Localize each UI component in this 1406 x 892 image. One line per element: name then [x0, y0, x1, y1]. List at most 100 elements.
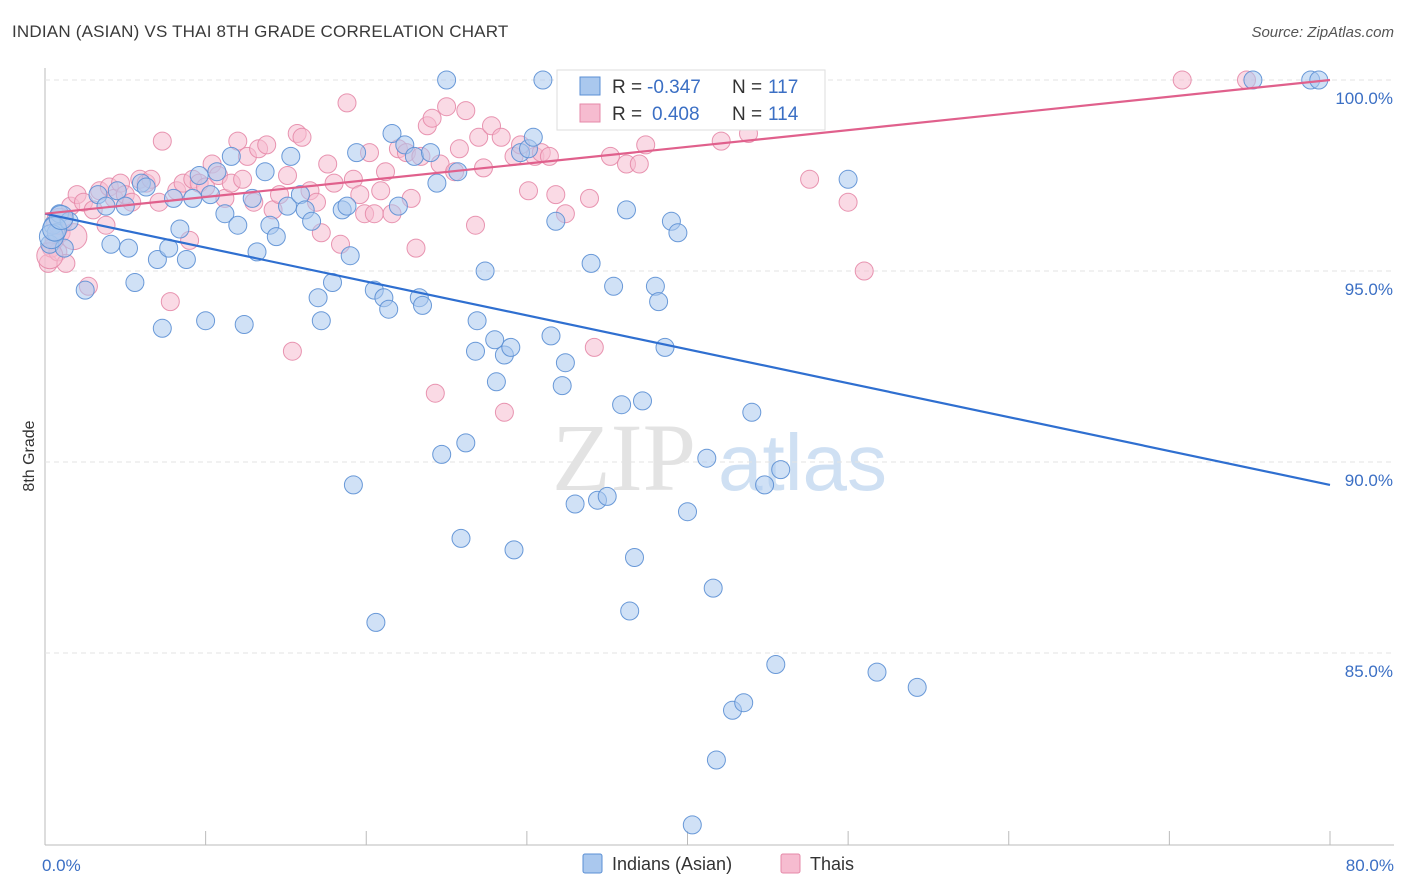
data-point — [282, 341, 302, 361]
data-point — [800, 169, 820, 189]
data-point — [467, 311, 487, 331]
data-point — [255, 162, 275, 182]
data-point — [485, 330, 505, 350]
x-tick-label-max: 80.0% — [1346, 856, 1394, 875]
data-point — [668, 223, 688, 243]
data-point — [340, 246, 360, 266]
data-point — [533, 70, 553, 90]
data-point — [456, 433, 476, 453]
source-label: Source: ZipAtlas.com — [1251, 24, 1394, 41]
data-point — [257, 135, 277, 155]
data-point — [682, 815, 702, 835]
y-tick-label: 90.0% — [1345, 471, 1393, 490]
data-point — [406, 238, 426, 258]
data-point — [523, 127, 543, 147]
data-point — [501, 337, 521, 357]
data-point — [555, 353, 575, 373]
data-point — [302, 211, 322, 231]
data-point — [491, 127, 511, 147]
stats-r-thais: 0.408 — [652, 104, 700, 125]
data-point — [451, 528, 471, 548]
data-point — [706, 750, 726, 770]
data-point — [584, 337, 604, 357]
data-point — [597, 486, 617, 506]
data-point — [160, 292, 180, 312]
data-point — [703, 578, 723, 598]
data-point — [404, 146, 424, 166]
data-point — [308, 288, 328, 308]
legend-thais-swatch — [780, 853, 801, 874]
stats-n-label-indians: N = — [732, 77, 762, 98]
data-point — [617, 200, 636, 220]
data-point — [366, 612, 386, 632]
data-point — [281, 146, 301, 166]
data-point — [221, 146, 241, 166]
data-point — [388, 196, 408, 216]
chart-title: INDIAN (ASIAN) VS THAI 8TH GRADE CORRELA… — [12, 22, 509, 41]
data-point — [645, 276, 665, 296]
data-point — [376, 162, 395, 182]
stats-box-frame — [556, 69, 826, 131]
data-point — [337, 93, 357, 113]
data-point — [350, 185, 370, 205]
stats-n-indians: 117 — [768, 77, 798, 98]
data-point — [337, 196, 357, 216]
data-point — [379, 299, 399, 319]
data-point — [697, 448, 717, 468]
data-point — [655, 337, 675, 357]
legend-indians-swatch — [582, 853, 603, 874]
data-point — [449, 139, 469, 159]
data-point — [742, 402, 762, 422]
data-point — [907, 677, 927, 697]
data-point — [456, 101, 476, 121]
data-point — [422, 108, 442, 128]
data-point — [580, 188, 599, 208]
data-point — [546, 211, 566, 231]
data-point — [152, 318, 172, 338]
data-point — [233, 169, 253, 189]
trend-line-indians — [44, 212, 1331, 486]
data-point — [119, 238, 138, 258]
data-point — [541, 326, 561, 346]
data-point — [504, 540, 524, 560]
data-point — [170, 219, 190, 239]
data-point — [101, 234, 121, 254]
data-point — [437, 97, 457, 117]
data-point — [771, 460, 791, 480]
data-point — [437, 70, 457, 90]
data-point — [519, 181, 538, 201]
data-point — [469, 127, 489, 147]
trend-lines — [44, 78, 1331, 486]
data-point — [196, 311, 216, 331]
data-point — [604, 276, 624, 296]
data-point — [242, 188, 262, 208]
data-point — [427, 173, 447, 193]
data-point — [207, 162, 227, 182]
data-point — [382, 124, 402, 143]
watermark-zip: ZIP — [552, 404, 696, 511]
data-point — [278, 166, 297, 185]
data-point — [311, 311, 331, 331]
y-tick-label: 85.0% — [1345, 662, 1393, 681]
data-point — [636, 135, 656, 155]
data-point — [633, 391, 652, 411]
data-point — [200, 185, 220, 205]
data-point — [1172, 70, 1192, 90]
data-point — [215, 204, 235, 224]
stats-r-label-thais: R = — [612, 104, 642, 125]
data-point — [552, 376, 572, 396]
data-point — [711, 131, 731, 151]
data-point — [838, 169, 858, 189]
data-point — [466, 215, 485, 235]
gridlines — [45, 79, 1394, 654]
stats-n-label-thais: N = — [732, 104, 762, 125]
data-point — [347, 143, 367, 163]
data-point — [189, 166, 209, 185]
stats-indians-swatch — [579, 76, 601, 96]
trend-line-thais — [44, 78, 1331, 215]
stats-r-indians: -0.347 — [647, 77, 701, 98]
stats-r-label-indians: R = — [612, 77, 642, 98]
data-point — [152, 131, 172, 151]
data-point — [125, 273, 145, 292]
y-tick-labels: 100.0% 95.0% 90.0% 85.0% — [1335, 89, 1393, 681]
